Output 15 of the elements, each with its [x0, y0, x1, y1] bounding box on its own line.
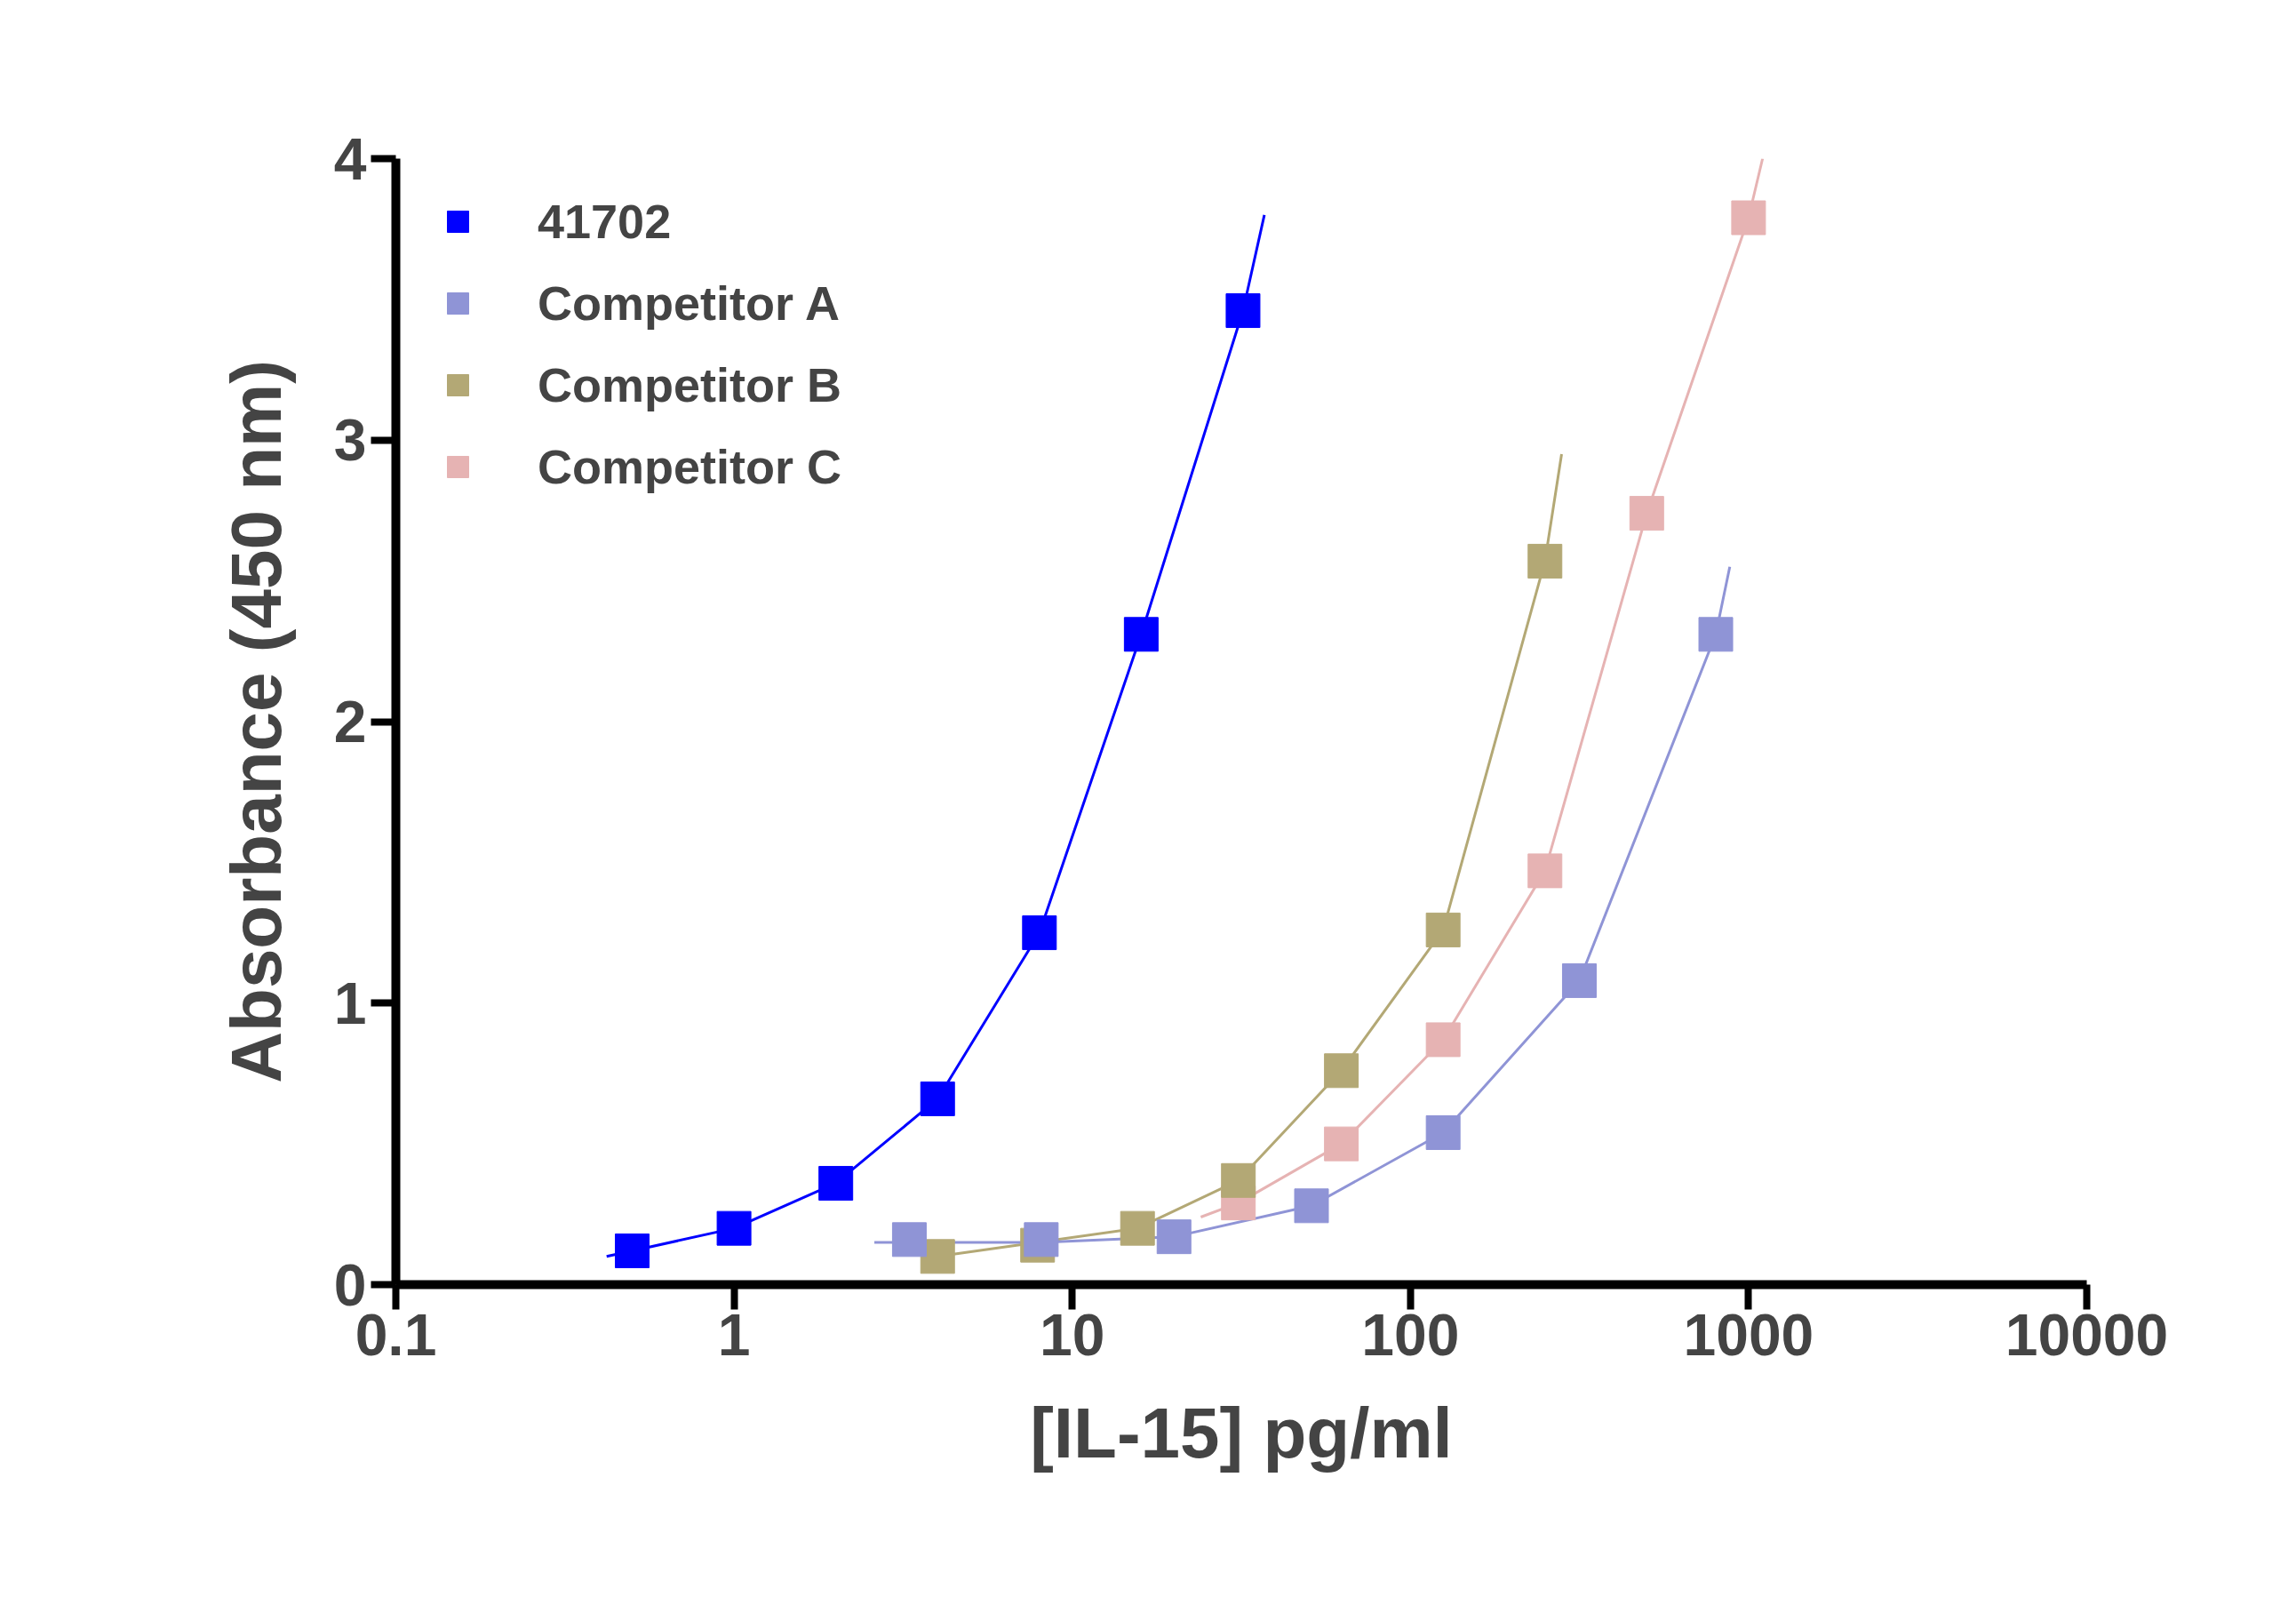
y-axis-title: Absorbance (450 nm) [216, 360, 296, 1083]
y-tick-label: 3 [333, 407, 367, 474]
y-tick-label: 2 [333, 689, 367, 755]
legend-label: Competitor A [538, 275, 840, 331]
x-axis-title: [IL-15] pg/ml [1030, 1393, 1453, 1473]
legend-label: Competitor B [538, 357, 841, 412]
legend-label: Competitor C [538, 439, 841, 494]
x-tick-label: 1 [717, 1301, 751, 1368]
legend-label: 41702 [538, 194, 672, 249]
x-tick-label: 1000 [1683, 1301, 1814, 1368]
y-tick-label: 1 [333, 970, 367, 1036]
x-tick-label: 100 [1361, 1301, 1460, 1368]
x-tick-label: 10 [1039, 1301, 1105, 1368]
x-tick-label: 10000 [2005, 1301, 2169, 1368]
y-tick-label: 4 [333, 125, 367, 192]
